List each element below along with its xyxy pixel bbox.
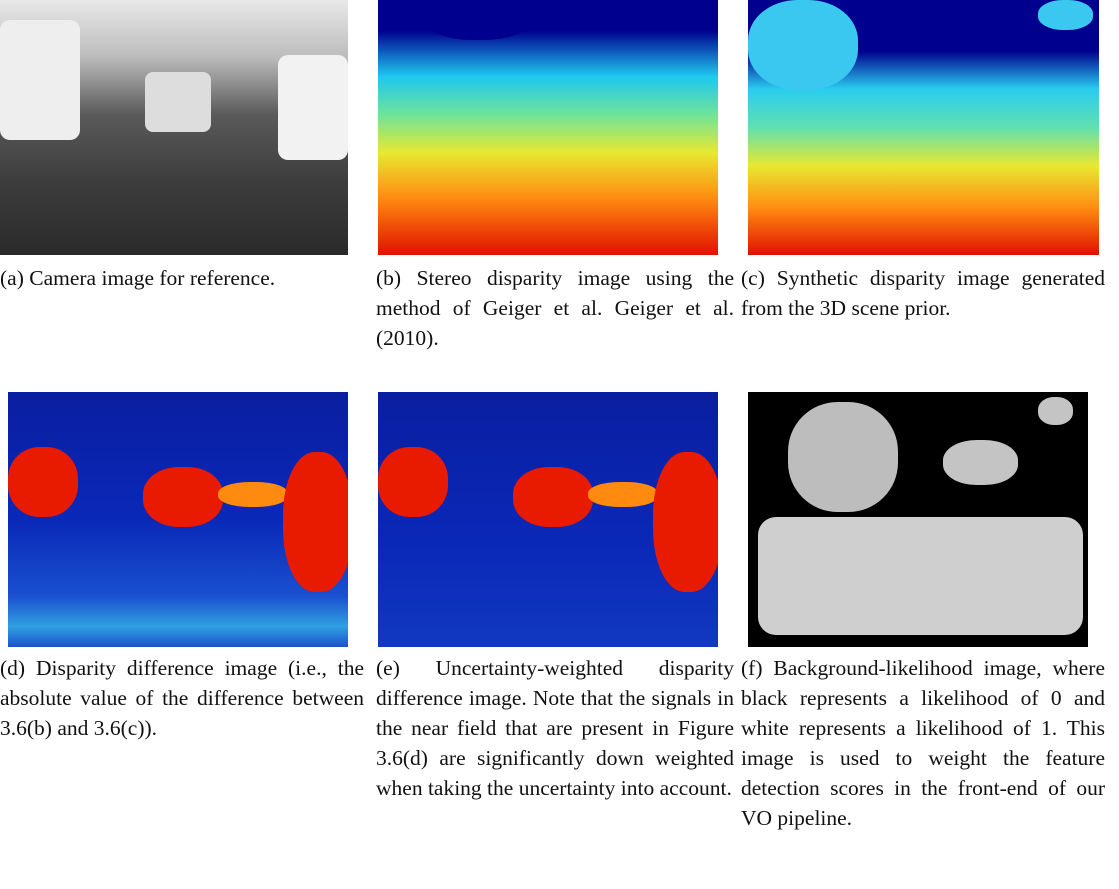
bright-region <box>758 517 1083 635</box>
caption-label: (d) <box>0 656 25 680</box>
caption: (f) Background-likelihood image, where b… <box>741 653 1105 833</box>
bright-region <box>943 440 1018 485</box>
caption: (d) Disparity difference image (i.e., th… <box>0 653 364 743</box>
caption: (c) Synthetic disparity image generated … <box>741 263 1105 323</box>
van-left <box>0 20 80 140</box>
building-right <box>1038 0 1093 30</box>
caption-label: (c) <box>741 266 765 290</box>
caption-label: (f) <box>741 656 762 680</box>
sky-region <box>418 0 538 40</box>
disparity-difference-image <box>8 392 348 647</box>
hot-region <box>143 467 223 527</box>
caption-text: Uncertainty-weighted disparity differenc… <box>376 656 734 800</box>
page: (a) Camera image for reference. (b) Ster… <box>0 0 1119 889</box>
synthetic-disparity-image <box>748 0 1099 255</box>
caption: (a) Camera image for reference. <box>0 263 364 293</box>
caption-text: Synthetic disparity image generated from… <box>741 266 1105 320</box>
hot-region <box>653 452 718 592</box>
camera-image <box>0 0 348 255</box>
caption-text: Background-likelihood image, where black… <box>741 656 1105 830</box>
bright-region <box>1038 397 1073 425</box>
hot-region <box>378 447 448 517</box>
caption-label: (a) <box>0 266 24 290</box>
hot-region <box>513 467 593 527</box>
background-likelihood-image <box>748 392 1088 647</box>
caption: (b) Stereo disparity image using the met… <box>376 263 734 353</box>
caption-text: Camera image for reference. <box>29 266 275 290</box>
van-right <box>278 55 348 160</box>
building-left <box>748 0 858 90</box>
caption-text: Stereo disparity image using the method … <box>376 266 734 350</box>
hot-region <box>8 447 78 517</box>
hot-region <box>588 482 658 507</box>
car-center <box>145 72 211 132</box>
stereo-disparity-image <box>378 0 718 255</box>
caption-text: Disparity difference image (i.e., the ab… <box>0 656 364 740</box>
bright-region <box>788 402 898 512</box>
caption-label: (b) <box>376 266 401 290</box>
caption: (e) Uncertainty-weighted disparity diffe… <box>376 653 734 803</box>
caption-label: (e) <box>376 656 400 680</box>
hot-region <box>218 482 288 507</box>
hot-region <box>283 452 348 592</box>
uncertainty-weighted-image <box>378 392 718 647</box>
